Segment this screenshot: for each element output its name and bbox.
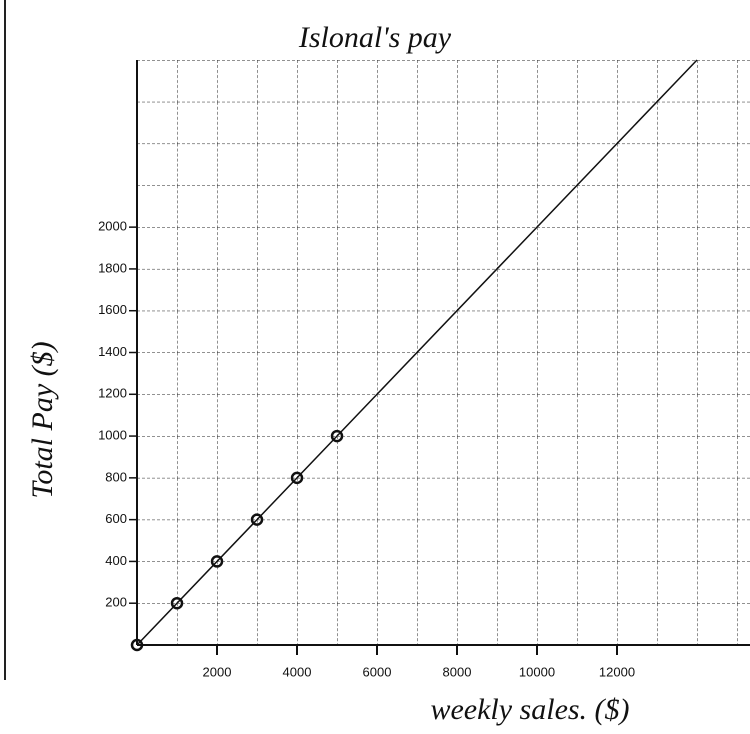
x-tick-label: 8000 [443, 664, 472, 679]
y-tick-label: 200 [105, 595, 127, 610]
x-tick-label: 10000 [519, 664, 555, 679]
x-tick-label: 12000 [599, 664, 635, 679]
y-tick-label: 1600 [98, 302, 127, 317]
x-axis-label: weekly sales. ($) [430, 693, 629, 726]
x-tick-label: 6000 [363, 664, 392, 679]
y-tick-label: 400 [105, 553, 127, 568]
chart: Islonal's pay weekly sales. ($) Total Pa… [0, 0, 750, 734]
y-tick-label: 1200 [98, 386, 127, 401]
x-tick-label: 4000 [283, 664, 312, 679]
y-tick-label: 2000 [98, 219, 127, 234]
y-tick-label: 1400 [98, 344, 127, 359]
chart-title: Islonal's pay [298, 21, 452, 54]
y-tick-label: 600 [105, 511, 127, 526]
y-tick-label: 1000 [98, 428, 127, 443]
y-tick-label: 800 [105, 469, 127, 484]
y-tick-label: 1800 [98, 260, 127, 275]
x-tick-label: 2000 [203, 664, 232, 679]
y-axis-label: Total Pay ($) [26, 341, 59, 498]
grid [137, 60, 750, 645]
